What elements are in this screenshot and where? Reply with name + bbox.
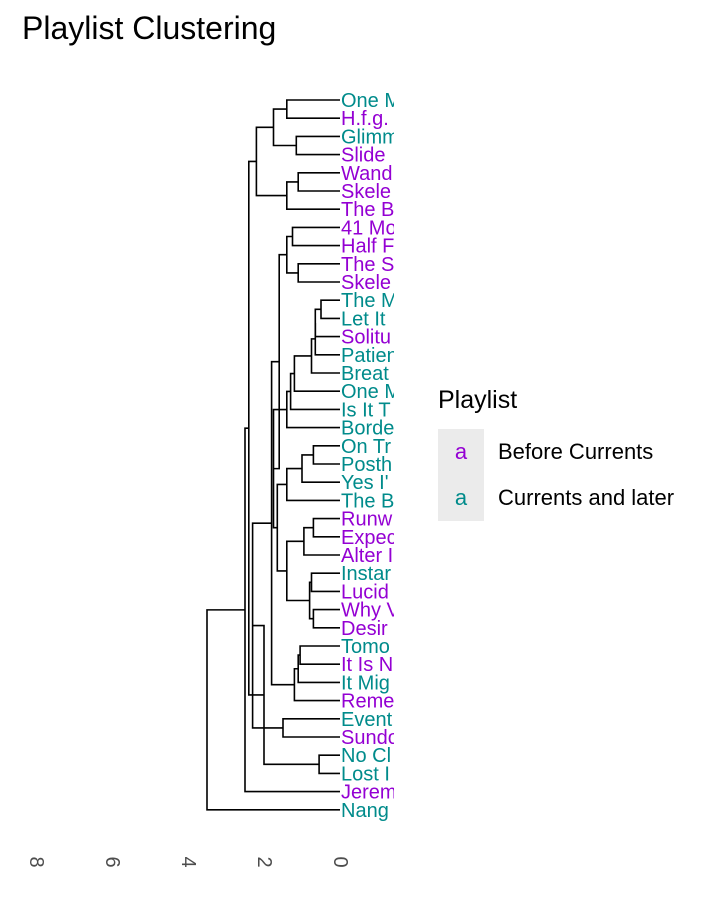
leaf-label: 41 Mo: [341, 217, 397, 239]
merge-branch-7: [291, 226, 340, 247]
dendrogram-branches: [206, 99, 340, 811]
legend: Playlist a Before Currents a Currents an…: [438, 386, 674, 521]
leaf-label: Reme: [341, 691, 394, 713]
merge-branch-20: [312, 517, 340, 538]
leaf-label: One M: [341, 90, 400, 112]
merge-branch-17: [312, 445, 340, 465]
legend-label-currents-and-later: Currents and later: [498, 485, 675, 510]
merge-branch-31: [293, 667, 340, 702]
leaf-label: The S: [341, 254, 394, 276]
leaf-label: Wand: [341, 163, 393, 185]
legend-item-currents-and-later: a Currents and later: [438, 475, 674, 521]
leaf-label: Let It: [341, 308, 386, 330]
leaf-label: The B: [341, 199, 394, 221]
leaf-label: It Is N: [341, 654, 393, 676]
leaf-label: Yes I': [341, 472, 389, 494]
leaf-label: Jerem: [341, 782, 397, 804]
height-axis: 8 6 4 2 0: [25, 856, 351, 867]
leaf-label: Expec: [341, 527, 397, 549]
leaf-label: Breat: [341, 363, 389, 385]
leaf-label: Borde: [341, 418, 394, 440]
merge-branch-1: [286, 99, 340, 119]
merge-branch-33: [282, 718, 340, 738]
leaf-label: Instar: [341, 563, 391, 585]
merge-branch-25: [286, 540, 310, 602]
leaf-label: Lost I: [341, 763, 390, 785]
leaf-label: It Mig: [341, 672, 390, 694]
merge-branch-26: [276, 483, 287, 572]
legend-key-before-currents: a: [438, 429, 484, 475]
leaf-label: Desir: [341, 618, 388, 640]
leaf-label: Skele: [341, 272, 391, 294]
merge-branch-10: [320, 299, 340, 320]
leaf-label: Event: [341, 709, 393, 731]
height-tick-label: 2: [253, 856, 275, 867]
leaf-label: On Tr: [341, 436, 391, 458]
merge-branch-39: [206, 609, 340, 811]
leaf-label: The B: [341, 490, 394, 512]
leaf-label: Lucid: [341, 581, 389, 603]
merge-branch-30: [297, 654, 340, 684]
merge-branch-18: [301, 454, 340, 483]
merge-branch-5: [272, 108, 297, 147]
leaf-label: Posth: [341, 454, 392, 476]
leaf-label: Glimm: [341, 126, 399, 148]
leaf-label: The M: [341, 290, 398, 312]
merge-branch-6: [255, 126, 287, 197]
leaf-label: Nang: [341, 800, 389, 822]
leaf-label: Why V: [341, 600, 400, 622]
merge-branch-4: [286, 181, 340, 210]
merge-branch-37: [248, 160, 264, 696]
leaf-label: Tomo: [341, 636, 390, 658]
chart-title: Playlist Clustering: [22, 10, 277, 46]
legend-key-currents-and-later: a: [438, 475, 484, 521]
leaf-label: No Cl: [341, 745, 391, 767]
legend-label-before-currents: Before Currents: [498, 439, 654, 464]
leaf-label: Runw: [341, 509, 393, 531]
merge-branch-22: [310, 572, 340, 593]
legend-title: Playlist: [438, 386, 518, 414]
merge-branch-19: [286, 467, 340, 502]
leaf-label: H.f.g.: [341, 108, 389, 130]
merge-branch-21: [303, 526, 340, 556]
leaf-label: Is It T: [341, 399, 391, 421]
merge-branch-29: [299, 645, 340, 665]
merge-branch-11: [314, 308, 340, 338]
height-tick-label: 4: [177, 856, 199, 867]
merge-branch-23: [312, 608, 340, 629]
merge-branch-35: [318, 754, 340, 775]
leaf-label: Half F: [341, 236, 394, 258]
merge-branch-3: [297, 172, 340, 192]
leaf-label: Sundo: [341, 727, 399, 749]
leaf-label: Solitu: [341, 327, 391, 349]
leaf-label: Alter I: [341, 545, 393, 567]
height-tick-label: 0: [329, 856, 351, 867]
leaf-label: Skele: [341, 181, 391, 203]
legend-item-before-currents: a Before Currents: [438, 429, 674, 475]
leaf-label: Slide: [341, 145, 385, 167]
leaf-label: One M: [341, 381, 400, 403]
merge-branch-12: [314, 322, 340, 356]
merge-branch-2: [295, 135, 340, 156]
height-tick-label: 6: [101, 856, 123, 867]
leaf-label: Patien: [341, 345, 398, 367]
height-tick-label: 8: [25, 856, 47, 867]
merge-branch-8: [297, 263, 340, 283]
